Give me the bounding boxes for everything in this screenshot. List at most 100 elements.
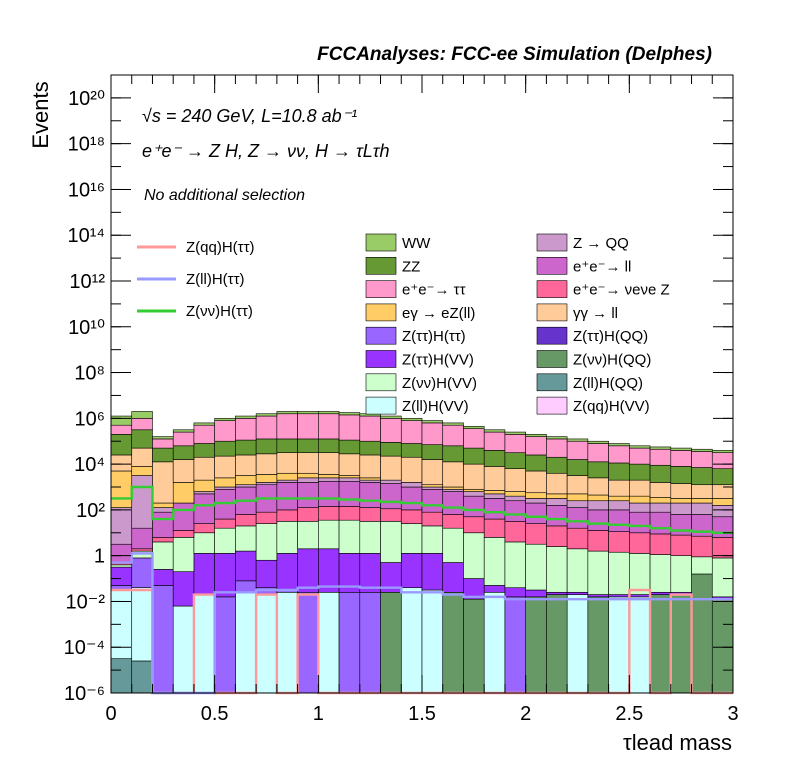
bar-e-ez-ll <box>587 494 609 502</box>
bar-zz <box>318 438 340 453</box>
bar-zz <box>649 464 672 483</box>
bar-z-ll-h-vv <box>193 594 215 694</box>
bar-z-ll-h-vv <box>276 591 298 694</box>
bar-z-h-vv <box>525 543 547 591</box>
bar-z-h-vv <box>255 559 278 589</box>
legend-label: Z(νν)H(ττ) <box>186 303 253 320</box>
bar-z-qq <box>276 479 298 483</box>
bar-zz <box>608 462 630 481</box>
bar-e-ez-ll <box>670 498 692 504</box>
legend-swatch-e-ez-ll <box>365 303 397 322</box>
y-tick-label: 10⁻⁴ <box>64 637 105 659</box>
bar-e-ez-ll <box>525 492 547 499</box>
bar-e-ez-ll <box>463 488 485 492</box>
line-z-h <box>111 485 733 534</box>
x-tick-label: 3 <box>727 703 738 725</box>
bar-e-e-ll <box>152 511 174 538</box>
bar-ll <box>546 472 568 495</box>
bar-e-e-e-e-z <box>380 508 402 522</box>
bar-ww <box>318 411 340 415</box>
bar-ll <box>400 456 423 483</box>
bar-z-h-vv <box>152 569 174 586</box>
bar-ll <box>214 455 236 479</box>
bar-e-e-e-e-z <box>318 506 340 521</box>
bar-z-h <box>131 557 153 589</box>
y-tick-label: 10¹⁸ <box>68 134 105 156</box>
bar-z-qq <box>546 498 568 506</box>
bar-e-ez-ll <box>483 490 506 495</box>
legend-label: e⁺e⁻→ ττ <box>402 282 466 299</box>
bar-ll <box>691 484 713 499</box>
bar-zz <box>380 442 402 457</box>
bar-z-h-vv <box>504 587 526 598</box>
legend-swatch-zz <box>365 256 397 275</box>
bar-zz <box>214 440 236 457</box>
bar-e-ez-ll <box>297 472 319 479</box>
bar-e-e-ll <box>193 493 215 524</box>
legend-swatch-e-e-ll <box>536 256 568 275</box>
bar-z-h-qq <box>546 594 568 694</box>
bar-z-h-vv <box>110 566 133 586</box>
bar-z-h <box>338 591 361 694</box>
bar-z-h-vv <box>566 548 589 593</box>
bar-ll <box>359 454 381 479</box>
bar-z-h-vv <box>400 553 423 589</box>
bar-zz <box>483 450 506 467</box>
bar-e-e <box>691 451 713 468</box>
bar-z-qq <box>483 493 506 499</box>
bar-z-h-vv <box>276 553 298 591</box>
legend-label: Z(qq)H(ττ) <box>186 239 255 256</box>
bar-ww <box>691 448 713 452</box>
bar-z-h-vv <box>504 541 526 589</box>
bar-e-ez-ll <box>711 498 734 506</box>
bar-z-ll-h-vv <box>629 596 651 694</box>
bar-e-e <box>400 420 423 444</box>
legend-label: Z(ll)H(QQ) <box>573 375 643 392</box>
bar-e-e-e-e-z <box>255 511 278 524</box>
bar-e-ez-ll <box>255 474 278 483</box>
bar-z-h-vv <box>483 585 506 593</box>
legend-label: Z(ττ)H(QQ) <box>573 328 648 345</box>
bar-z-h-vv <box>297 521 319 550</box>
bar-e-e <box>297 413 319 440</box>
x-tick-label: 0 <box>105 703 116 725</box>
bar-z-h-vv <box>442 527 464 563</box>
bar-z-h-vv <box>235 525 257 552</box>
legend-label: e⁺e⁻→ νeνe Z <box>573 282 670 299</box>
bar-e-e-ll <box>608 509 630 532</box>
bar-ll <box>193 456 215 481</box>
bar-z-qq <box>608 500 630 511</box>
bar-e-ez-ll <box>318 474 340 479</box>
bar-ww <box>608 443 630 447</box>
bar-z-qq <box>587 500 609 511</box>
bar-zz <box>255 438 278 455</box>
bar-e-e-ll <box>711 516 734 538</box>
bar-z-qq <box>297 477 319 483</box>
bar-ll <box>338 453 361 476</box>
bar-ww <box>463 426 485 429</box>
bar-z-h-vv <box>338 519 361 554</box>
bar-e-e <box>587 443 609 463</box>
bar-zz <box>172 445 195 460</box>
bar-e-e-ll <box>359 482 381 508</box>
bar-e-e <box>380 418 402 443</box>
bar-e-e <box>152 438 174 449</box>
bar-e-ez-ll <box>421 484 444 488</box>
bar-z-h-vv <box>193 553 215 595</box>
bar-e-e-ll <box>649 511 672 535</box>
bar-z-ll-h-vv <box>400 587 423 694</box>
y-tick-label: 10⁶ <box>75 408 105 430</box>
bar-z-h-vv <box>214 527 236 554</box>
bar-z-ll-h-qq <box>131 660 153 694</box>
bar-e-e-e-e-z <box>608 531 630 553</box>
bar-e-e <box>463 428 485 449</box>
bar-z-h-vv <box>276 521 298 554</box>
bar-e-e-e-e-z <box>670 534 692 556</box>
bar-z-h <box>152 585 174 694</box>
bar-zz <box>442 445 464 463</box>
bar-e-e-e-e-z <box>463 516 485 534</box>
bar-e-e-e-e-z <box>587 530 609 552</box>
bar-z-qq <box>400 482 423 488</box>
bar-e-e <box>546 438 568 458</box>
axes: 0 0.5 1 1.5 2 2.5 3 10⁻⁶ 10⁻⁴ 10⁻² 1 10² 10⁴ 10⁶ 10⁸ 10… <box>64 74 739 725</box>
